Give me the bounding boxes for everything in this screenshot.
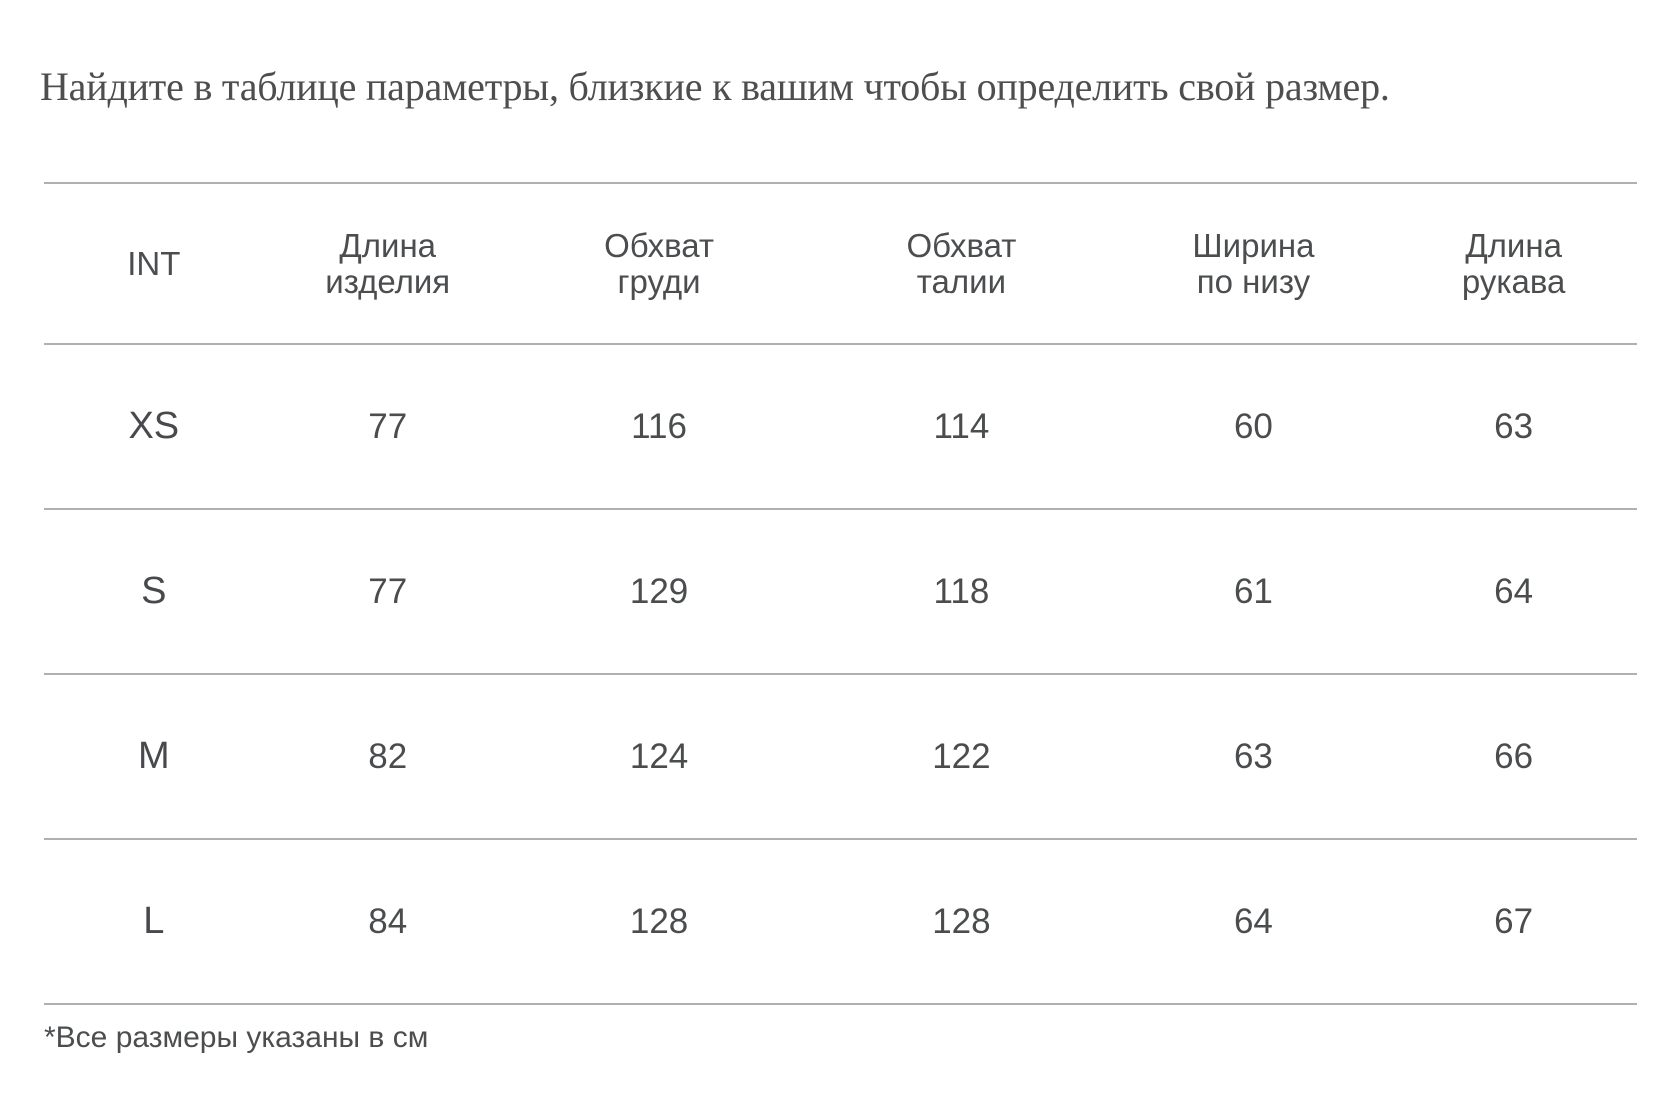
column-header-label: Обхват [604, 226, 714, 264]
column-header-label: груди [617, 262, 701, 300]
size-label: XS [128, 405, 180, 447]
column-header-label: INT [127, 244, 181, 282]
column-header-bottom-width: Ширина по низу [1117, 183, 1391, 344]
value-cell: 82 [368, 736, 408, 776]
units-footnote: *Все размеры указаны в см [44, 1021, 429, 1054]
value-cell: 77 [368, 406, 408, 446]
value-cell: 63 [1494, 406, 1534, 446]
column-header-sleeve-length: Длина рукава [1390, 183, 1637, 344]
size-guide-page: Найдите в таблице параметры, близкие к в… [40, 64, 1637, 1054]
column-header-chest-girth: Обхват груди [512, 183, 806, 344]
value-cell: 128 [629, 901, 689, 941]
size-table-header: INT Длина изделия Обхват груди Обхват та… [44, 183, 1637, 344]
column-header-label: Длина [339, 226, 437, 264]
value-cell: 114 [933, 406, 990, 446]
table-row-xs: XS 77 116 114 60 63 [44, 344, 1637, 509]
column-header-label: рукава [1461, 262, 1566, 300]
table-row-m: M 82 124 122 63 66 [44, 674, 1637, 839]
page-title: Найдите в таблице параметры, близкие к в… [40, 64, 1390, 109]
value-cell: 122 [932, 736, 991, 776]
table-row-l: L 84 128 128 64 67 [44, 839, 1637, 1004]
value-cell: 61 [1233, 571, 1273, 611]
value-cell: 128 [932, 901, 991, 941]
column-header-label: Длина [1465, 226, 1562, 264]
value-cell: 60 [1233, 406, 1273, 446]
value-cell: 116 [631, 406, 687, 446]
column-header-waist-girth: Обхват талии [806, 183, 1116, 344]
column-header-label: изделия [325, 262, 451, 300]
value-cell: 124 [629, 736, 689, 776]
value-cell: 64 [1494, 571, 1534, 611]
size-label: M [137, 735, 170, 777]
value-cell: 129 [629, 571, 689, 611]
header-row: INT Длина изделия Обхват груди Обхват та… [44, 183, 1637, 344]
size-label: S [141, 570, 167, 612]
column-header-label: Обхват [906, 226, 1017, 264]
column-header-label: Ширина [1192, 226, 1315, 264]
value-cell: 67 [1494, 901, 1534, 941]
value-cell: 66 [1494, 736, 1534, 776]
size-table: INT Длина изделия Обхват груди Обхват та… [44, 182, 1637, 1005]
column-header-label: по низу [1196, 262, 1311, 300]
value-cell: 63 [1233, 736, 1273, 776]
column-header-int: INT [44, 183, 264, 344]
table-row-s: S 77 129 118 61 64 [44, 509, 1637, 674]
column-header-label: талии [916, 262, 1007, 300]
value-cell: 84 [368, 901, 408, 941]
size-label: L [143, 900, 165, 942]
value-cell: 64 [1233, 901, 1273, 941]
value-cell: 77 [368, 571, 408, 611]
column-header-garment-length: Длина изделия [264, 183, 512, 344]
value-cell: 118 [933, 571, 990, 611]
size-table-body: XS 77 116 114 60 63 S 77 129 118 61 64 M… [44, 344, 1637, 1004]
